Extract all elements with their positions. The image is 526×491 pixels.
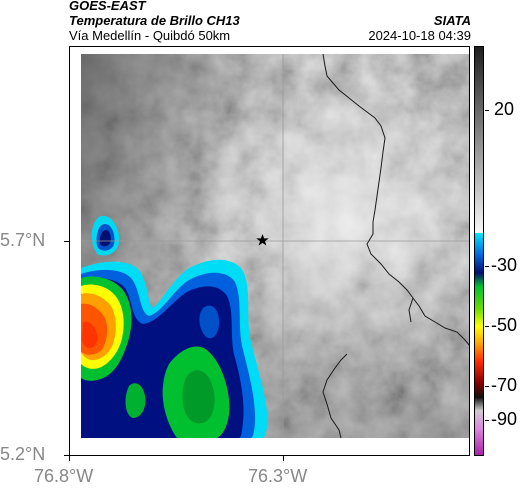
colorbar-label-minus70: -70	[491, 375, 518, 395]
colorbar-tick-minus50	[485, 326, 489, 327]
star-icon	[256, 234, 269, 246]
product-title: Temperatura de Brillo CH13	[69, 13, 240, 28]
lon-tick-76-8	[69, 456, 70, 461]
lat-tick-5-2	[64, 455, 69, 456]
convective-clouds	[81, 215, 268, 438]
graticule	[81, 54, 470, 438]
datetime-label: 2024-10-18 04:39	[368, 28, 471, 43]
brightness-temperature-map	[69, 46, 470, 456]
lon-label-76-8: 76.8°W	[34, 466, 94, 486]
colorbar-label-minus50: -50	[491, 315, 518, 335]
colorbar-tick-minus30	[485, 266, 489, 267]
colorbar-tick-minus90	[485, 420, 489, 421]
org-label: SIATA	[433, 13, 471, 28]
lon-tick-76-3	[283, 456, 284, 461]
colorbar-label-20: 20	[494, 99, 515, 119]
colorbar-tick-20	[485, 110, 489, 111]
colorbar-label-minus90: -90	[491, 409, 518, 429]
colorbar-tick-minus70	[485, 386, 489, 387]
lon-label-76-3: 76.3°W	[248, 466, 308, 486]
lat-label-5-7: 5.7°N	[0, 230, 46, 250]
temperature-colorbar	[474, 46, 484, 456]
colorbar-label-minus30: -30	[491, 255, 518, 275]
satellite-title: GOES-EAST	[69, 0, 146, 13]
lat-label-5-2: 5.2°N	[0, 444, 46, 464]
lat-tick-5-7	[64, 241, 69, 242]
route-label: Vía Medellín - Quibdó 50km	[69, 28, 231, 43]
